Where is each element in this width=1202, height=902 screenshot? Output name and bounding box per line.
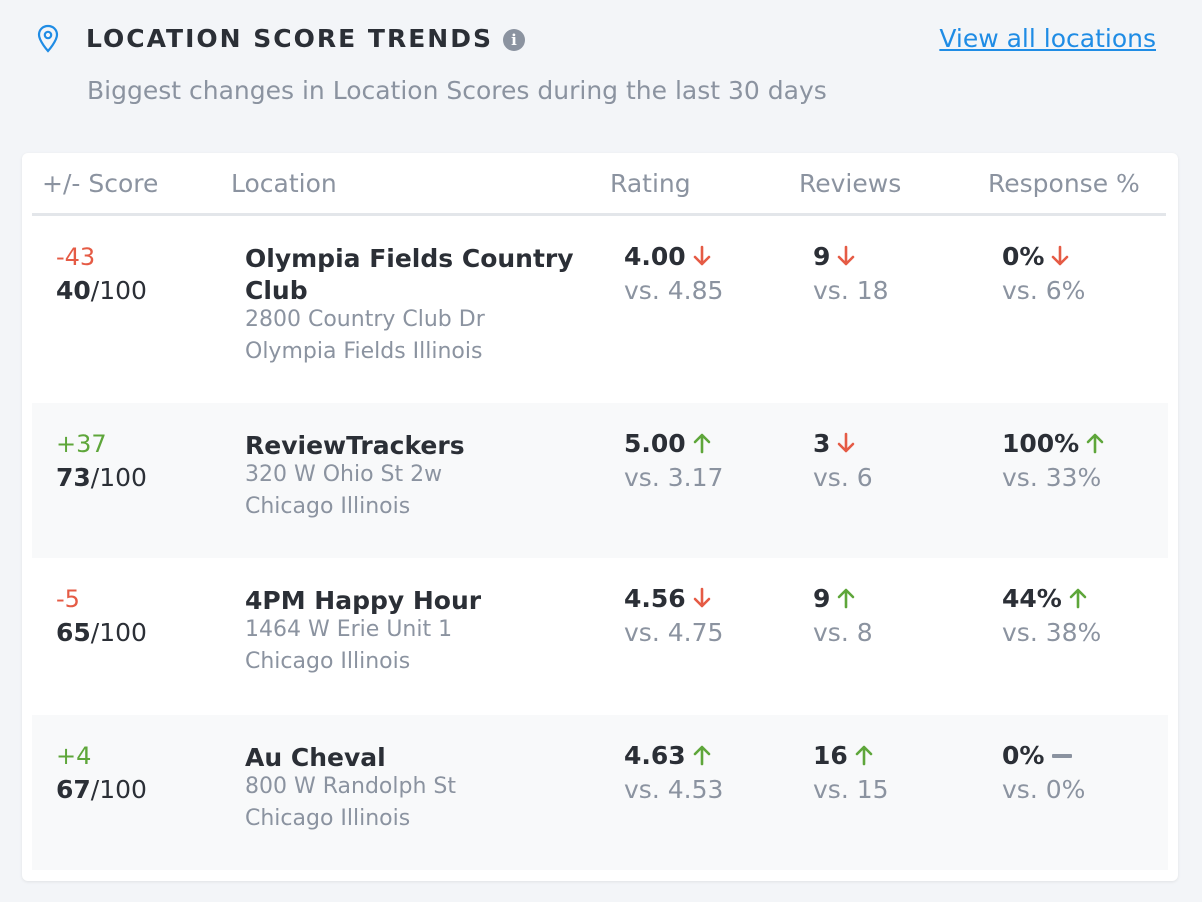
column-header-score[interactable]: +/- Score <box>42 169 159 198</box>
location-city: Chicago Illinois <box>245 806 411 831</box>
response-previous: vs. 38% <box>1002 618 1102 647</box>
arrow-up-icon <box>1086 433 1104 454</box>
location-address: 2800 Country Club Dr <box>245 307 485 332</box>
location-city: Chicago Illinois <box>245 494 411 519</box>
reviews-value: 9 <box>813 584 831 613</box>
response-current: 44% <box>1002 584 1088 613</box>
arrow-up-icon <box>693 745 710 766</box>
arrow-down-icon <box>693 587 710 608</box>
score-delta: +4 <box>56 742 92 770</box>
table-row[interactable]: +4 67/100 Au Cheval 800 W Randolph St Chicag… <box>32 715 1168 870</box>
reviews-value: 9 <box>813 242 831 271</box>
rating-previous: vs. 4.53 <box>624 775 724 804</box>
reviews-value: 16 <box>813 741 848 770</box>
score-value: 73 <box>56 463 91 492</box>
section-header: LOCATION SCORE TRENDS i View all locatio… <box>0 0 1202 150</box>
arrow-down-icon <box>1052 245 1069 266</box>
reviews-previous: vs. 15 <box>813 775 889 804</box>
score-max: /100 <box>90 276 147 305</box>
rating-value: 4.56 <box>624 584 686 613</box>
location-address: 800 W Randolph St <box>245 774 456 799</box>
location-score: 65/100 <box>56 618 147 647</box>
score-max: /100 <box>90 775 147 804</box>
location-address: 1464 W Erie Unit 1 <box>245 617 453 642</box>
arrow-up-icon <box>855 745 873 766</box>
table-row[interactable]: -43 40/100 Olympia Fields Country Club 2800… <box>32 216 1168 403</box>
response-previous: vs. 6% <box>1002 276 1086 305</box>
response-previous: vs. 33% <box>1002 463 1102 492</box>
column-header-response[interactable]: Response % <box>988 169 1140 198</box>
section-title: LOCATION SCORE TRENDS <box>86 24 493 53</box>
location-score: 40/100 <box>56 276 147 305</box>
info-icon[interactable]: i <box>503 29 525 51</box>
reviews-current: 3 <box>813 429 856 458</box>
column-header-location[interactable]: Location <box>231 169 337 198</box>
response-current: 0% <box>1002 242 1070 271</box>
score-max: /100 <box>90 463 147 492</box>
response-value: 100% <box>1002 429 1080 458</box>
location-name[interactable]: ReviewTrackers <box>245 431 465 460</box>
arrow-down-icon <box>838 432 855 453</box>
view-all-locations-link[interactable]: View all locations <box>939 24 1156 53</box>
table-header: +/- Score Location Rating Reviews Respon… <box>32 153 1166 216</box>
response-value: 44% <box>1002 584 1062 613</box>
score-trends-table: +/- Score Location Rating Reviews Respon… <box>22 153 1178 881</box>
rating-current: 4.63 <box>624 741 712 770</box>
location-address: 320 W Ohio St 2w <box>245 462 443 487</box>
rating-value: 5.00 <box>624 429 686 458</box>
table-row[interactable]: +37 73/100 ReviewTrackers 320 W Ohio St 2w C… <box>32 403 1168 558</box>
score-value: 40 <box>56 276 91 305</box>
table-row[interactable]: -5 65/100 4PM Happy Hour 1464 W Erie Unit 1… <box>32 558 1168 715</box>
reviews-previous: vs. 8 <box>813 618 873 647</box>
response-current: 0% <box>1002 741 1073 770</box>
score-delta: -43 <box>56 243 96 271</box>
rating-previous: vs. 3.17 <box>624 463 724 492</box>
column-header-rating[interactable]: Rating <box>610 169 691 198</box>
section-subtitle: Biggest changes in Location Scores durin… <box>87 76 827 105</box>
rating-current: 5.00 <box>624 429 712 458</box>
response-value: 0% <box>1002 741 1045 770</box>
location-city: Olympia Fields Illinois <box>245 339 483 364</box>
rating-value: 4.00 <box>624 242 686 271</box>
location-score: 67/100 <box>56 775 147 804</box>
rating-previous: vs. 4.75 <box>624 618 724 647</box>
arrow-up-icon <box>838 588 855 609</box>
score-delta: -5 <box>56 585 80 613</box>
score-value: 67 <box>56 775 91 804</box>
reviews-current: 9 <box>813 242 856 271</box>
location-name[interactable]: Au Cheval <box>245 743 386 772</box>
location-city: Chicago Illinois <box>245 649 411 674</box>
reviews-previous: vs. 6 <box>813 463 873 492</box>
dash-icon <box>1052 754 1073 758</box>
column-header-reviews[interactable]: Reviews <box>799 169 902 198</box>
rating-current: 4.56 <box>624 584 712 613</box>
response-previous: vs. 0% <box>1002 775 1086 804</box>
score-value: 65 <box>56 618 91 647</box>
response-current: 100% <box>1002 429 1105 458</box>
arrow-up-icon <box>1069 588 1087 609</box>
location-name[interactable]: Olympia Fields Country Club <box>245 244 574 305</box>
rating-current: 4.00 <box>624 242 712 271</box>
reviews-current: 16 <box>813 741 874 770</box>
arrow-down-icon <box>838 245 855 266</box>
reviews-previous: vs. 18 <box>813 276 889 305</box>
reviews-value: 3 <box>813 429 831 458</box>
location-score: 73/100 <box>56 463 147 492</box>
rating-previous: vs. 4.85 <box>624 276 724 305</box>
map-pin-icon <box>37 24 59 53</box>
rating-value: 4.63 <box>624 741 686 770</box>
reviews-current: 9 <box>813 584 856 613</box>
arrow-down-icon <box>693 245 710 266</box>
score-delta: +37 <box>56 430 107 458</box>
arrow-up-icon <box>693 433 710 454</box>
score-max: /100 <box>90 618 147 647</box>
location-name[interactable]: 4PM Happy Hour <box>245 586 482 615</box>
response-value: 0% <box>1002 242 1045 271</box>
